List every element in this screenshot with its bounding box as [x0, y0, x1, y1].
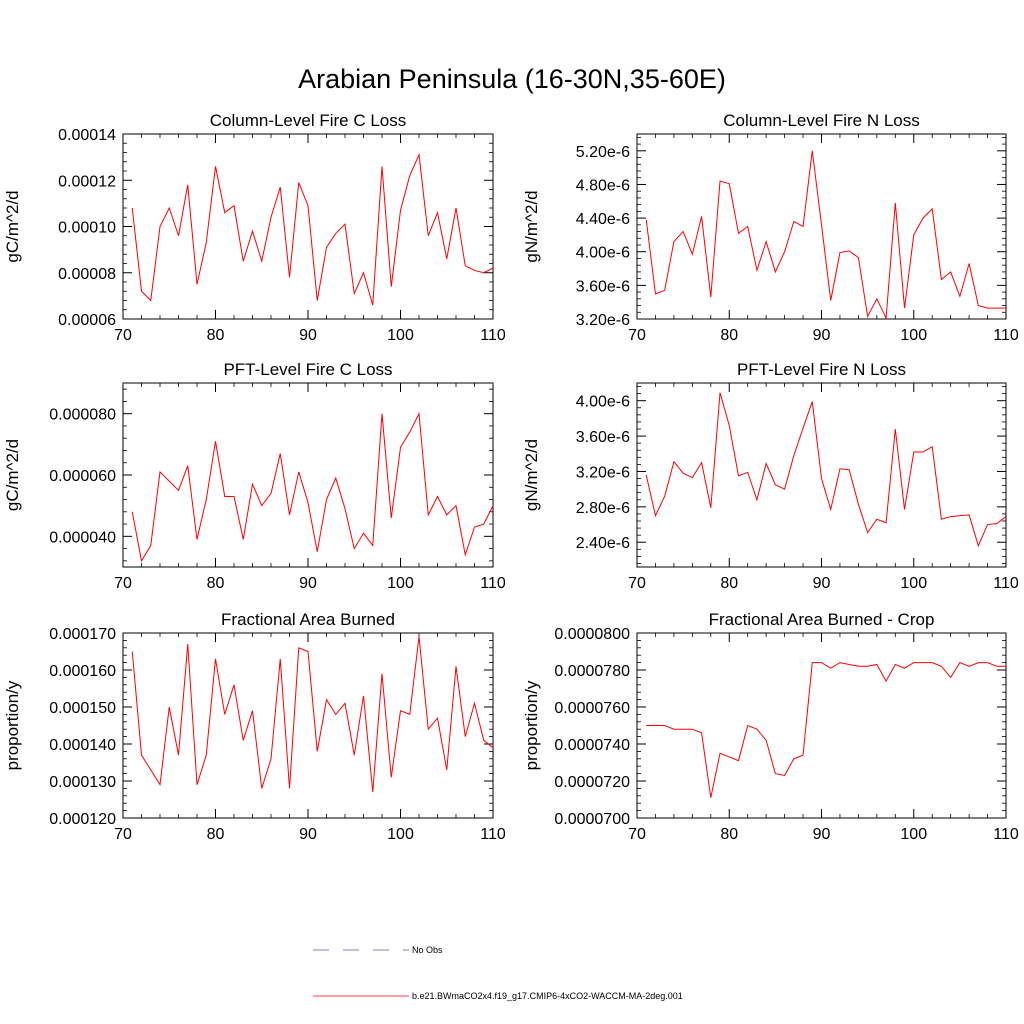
x-tick-label: 70 [114, 327, 132, 344]
x-tick-label: 110 [993, 327, 1019, 344]
plot-frame [636, 632, 1007, 819]
x-tick-label: 110 [480, 826, 506, 843]
panel-title: Column-Level Fire C Loss [210, 111, 407, 130]
y-tick-label: 3.60e-6 [576, 429, 630, 446]
y-tick-label: 3.20e-6 [576, 312, 630, 329]
panel-title: Fractional Area Burned - Crop [709, 610, 935, 629]
y-tick-label: 4.00e-6 [576, 394, 630, 411]
y-tick-label: 0.000080 [49, 407, 116, 424]
y-tick-label: 0.0000760 [554, 700, 630, 717]
x-tick-label: 100 [387, 826, 414, 843]
y-tick-label: 0.00008 [58, 266, 116, 283]
x-tick-label: 70 [628, 327, 646, 344]
y-axis-label: gN/m^2/d [522, 190, 541, 262]
y-tick-label: 0.0000720 [554, 774, 630, 791]
x-tick-label: 90 [299, 327, 317, 344]
x-tick-label: 90 [813, 327, 831, 344]
x-tick-label: 100 [387, 327, 414, 344]
legend: No Obs b.e21.BWmaCO2x4.f19_g17.CMIP6-4xC… [313, 945, 683, 1001]
plot-frame [122, 632, 494, 819]
panel-title: Column-Level Fire N Loss [723, 111, 920, 130]
panel-title: PFT-Level Fire C Loss [223, 360, 392, 379]
y-axis-label: gC/m^2/d [3, 190, 22, 262]
y-tick-label: 0.0000780 [554, 663, 630, 680]
x-tick-label: 80 [207, 575, 225, 592]
y-tick-label: 0.00006 [58, 312, 116, 329]
x-tick-label: 100 [900, 826, 927, 843]
y-tick-label: 0.00014 [58, 127, 116, 144]
y-tick-label: 0.00010 [58, 220, 116, 237]
x-tick-label: 70 [114, 575, 132, 592]
chart-panel-6: Fractional Area Burned - Crop 70 80 90 100 11… [522, 610, 1019, 843]
y-tick-label: 3.20e-6 [576, 464, 630, 481]
y-tick-label: 2.40e-6 [576, 535, 630, 552]
x-tick-label: 70 [114, 826, 132, 843]
y-tick-label: 4.00e-6 [576, 245, 630, 262]
x-tick-label: 80 [207, 826, 225, 843]
y-tick-label: 3.60e-6 [576, 278, 630, 295]
y-tick-label: 0.000150 [49, 700, 116, 717]
y-tick-label: 0.00012 [58, 173, 116, 190]
y-tick-label: 0.000120 [49, 811, 116, 828]
chart-panel-4: PFT-Level Fire N Loss 70 80 90 100 110 2.40e-6… [522, 360, 1019, 592]
x-tick-label: 110 [993, 575, 1019, 592]
x-tick-label: 90 [813, 826, 831, 843]
y-tick-label: 4.40e-6 [576, 211, 630, 228]
y-tick-label: 2.80e-6 [576, 500, 630, 517]
series-line-1 [646, 661, 1006, 798]
y-tick-label: 0.000170 [49, 626, 116, 643]
y-axis-label: proportion/y [522, 680, 541, 770]
y-tick-label: 0.000040 [49, 529, 116, 546]
y-tick-label: 0.0000740 [554, 737, 630, 754]
x-tick-label: 80 [720, 575, 738, 592]
plot-frame [122, 133, 494, 320]
x-tick-label: 110 [480, 575, 506, 592]
legend-obs-label: No Obs [412, 945, 443, 955]
x-tick-label: 90 [813, 575, 831, 592]
x-tick-label: 110 [480, 327, 506, 344]
y-tick-label: 0.000160 [49, 663, 116, 680]
x-tick-label: 90 [299, 826, 317, 843]
panel-title: PFT-Level Fire N Loss [737, 360, 906, 379]
series-line-1 [645, 150, 1006, 321]
y-tick-label: 0.000130 [49, 774, 116, 791]
x-tick-label: 100 [900, 575, 927, 592]
chart-panel-1: Column-Level Fire C Loss 70 80 90 100 110 0.00… [3, 111, 506, 344]
x-tick-label: 100 [387, 575, 414, 592]
x-tick-label: 110 [993, 826, 1019, 843]
x-tick-label: 80 [207, 327, 225, 344]
y-tick-label: 4.80e-6 [576, 177, 630, 194]
chart-panel-5: Fractional Area Burned 70 80 90 100 110 0.0001… [3, 610, 506, 843]
main-title: Arabian Peninsula (16-30N,35-60E) [298, 64, 726, 94]
x-tick-label: 100 [900, 327, 927, 344]
chart-panels: Column-Level Fire C Loss 70 80 90 100 110 0.00… [3, 111, 1019, 843]
y-axis-label: gN/m^2/d [522, 439, 541, 511]
legend-model-label: b.e21.BWmaCO2x4.f19_g17.CMIP6-4xCO2-WACC… [412, 991, 683, 1001]
x-tick-label: 80 [720, 826, 738, 843]
chart-panel-3: PFT-Level Fire C Loss 70 80 90 100 110 0.00004… [3, 360, 506, 592]
plot-frame [122, 382, 494, 568]
x-tick-label: 80 [720, 327, 738, 344]
series-line-1 [645, 392, 1007, 548]
x-tick-label: 90 [299, 575, 317, 592]
series-line-1 [131, 636, 494, 793]
panel-title: Fractional Area Burned [221, 610, 395, 629]
y-tick-label: 0.000140 [49, 737, 116, 754]
y-tick-label: 5.20e-6 [576, 144, 630, 161]
x-tick-label: 70 [628, 826, 646, 843]
y-tick-label: 0.0000700 [554, 811, 630, 828]
y-tick-label: 0.0000800 [554, 626, 630, 643]
y-axis-label: proportion/y [3, 680, 22, 770]
series-line-1 [131, 152, 494, 306]
series-line-1 [131, 411, 494, 563]
x-tick-label: 70 [628, 575, 646, 592]
chart-panel-2: Column-Level Fire N Loss 70 80 90 100 110 3.20… [522, 111, 1019, 344]
y-tick-label: 0.000060 [49, 468, 116, 485]
y-axis-label: gC/m^2/d [3, 439, 22, 511]
